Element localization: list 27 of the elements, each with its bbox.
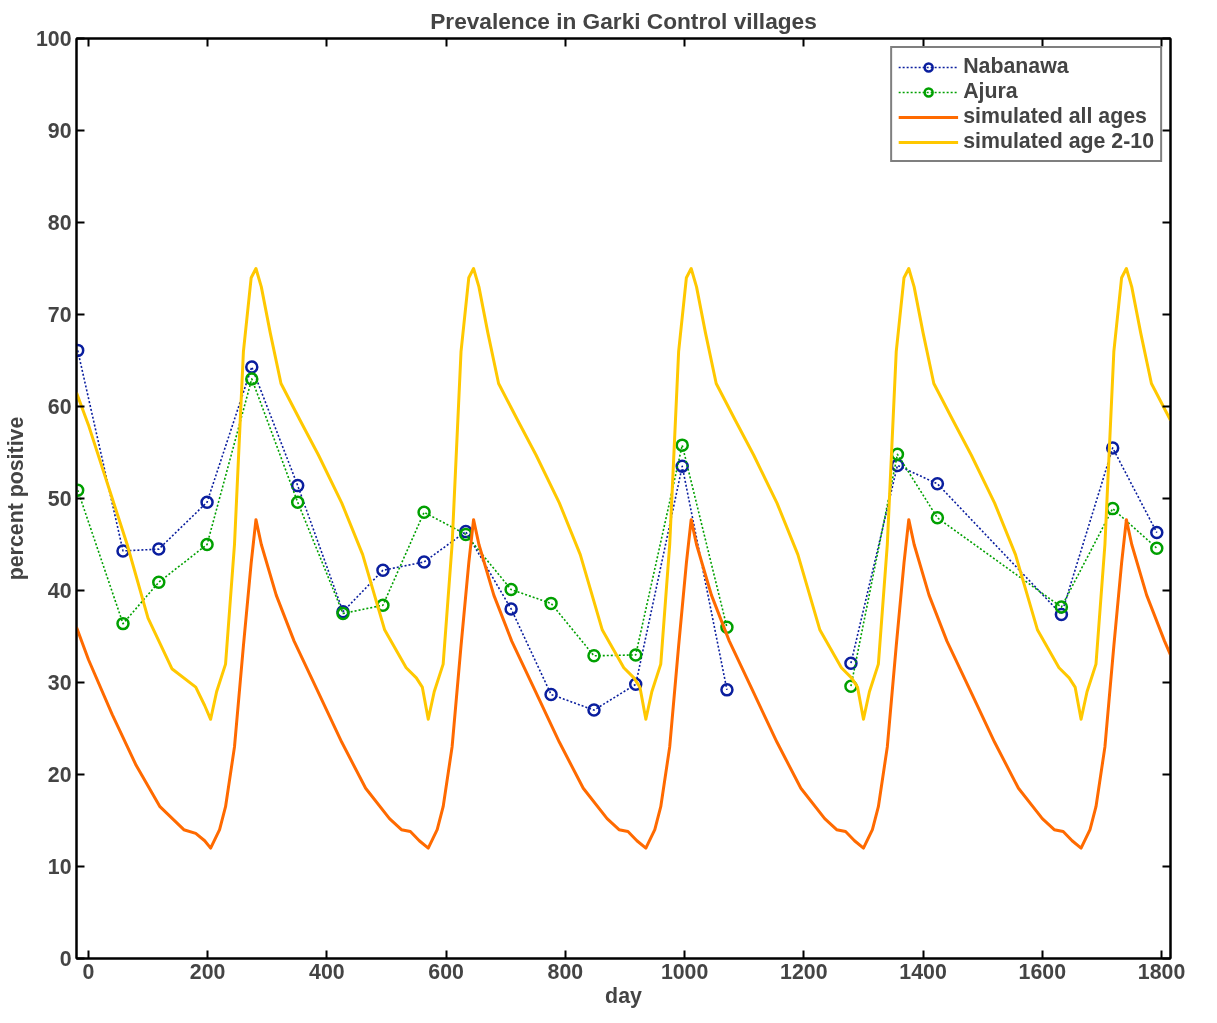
y-tick-label: 20 [47,763,72,787]
y-tick-label: 50 [47,487,72,511]
x-tick-label: 1000 [660,959,709,984]
y-tick-label: 10 [47,855,72,879]
x-tick-label: 1800 [1137,959,1186,984]
x-tick-label: 1400 [899,959,947,984]
legend-label: Ajura [963,79,1018,104]
x-tick-label: 800 [547,959,584,984]
y-tick-label: 60 [47,395,72,419]
legend-label: Nabanawa [963,54,1069,79]
x-tick-label: 200 [189,959,226,984]
legend-label: simulated all ages [963,104,1147,129]
y-tick-label: 80 [47,211,72,235]
y-tick-label: 90 [47,119,72,143]
chart-title: Prevalence in Garki Control villages [430,7,817,34]
x-tick-label: 1200 [780,959,828,984]
y-axis-title: percent positive [3,416,28,581]
y-tick-label: 40 [47,579,72,603]
x-tick-label: 1600 [1018,959,1067,984]
y-tick-label: 30 [47,671,72,695]
legend-label: simulated age 2-10 [963,129,1154,154]
x-tick-label: 600 [428,959,464,984]
x-axis-title: day [605,983,643,1008]
y-tick-label: 100 [35,27,72,51]
y-tick-label: 70 [47,303,72,327]
x-tick-label: 400 [309,959,345,984]
x-tick-label: 0 [82,959,95,984]
